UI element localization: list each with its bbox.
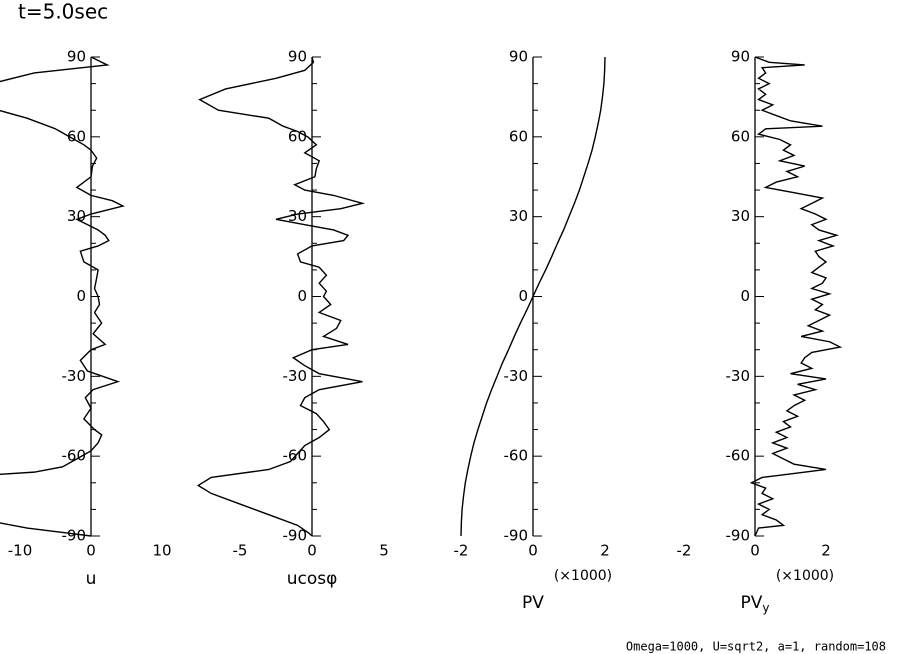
y-tick-label: 90 [67, 48, 86, 66]
y-tick-label: -60 [504, 447, 529, 465]
y-tick-label: 30 [67, 207, 86, 225]
panel: -90 -60 -30 0 30 60 90 -5 0 5 ucosφ [196, 48, 389, 589]
y-tick-label: 30 [288, 207, 307, 225]
data-line [749, 56, 843, 537]
y-tick-label: 60 [67, 127, 86, 145]
x-tick-label: -2 [677, 542, 692, 560]
figure-note: Omega=1000, U=sqrt2, a=1, random=108 [626, 640, 886, 654]
y-tick-label: -90 [62, 527, 87, 545]
x-axis-label-text: PV [522, 593, 544, 613]
x-scale-label: (×1000) [554, 568, 612, 584]
y-tick-label: 0 [518, 287, 528, 305]
x-axis-label: PVy [741, 593, 770, 615]
x-axis-label-text: PV [741, 593, 763, 613]
x-axis-label-subscript: y [762, 601, 769, 615]
y-tick-label: 90 [731, 48, 750, 66]
x-tick-label: -2 [454, 542, 469, 560]
figure-title: t=5.0sec [18, 0, 108, 24]
y-tick-label: -90 [283, 527, 308, 545]
x-tick-label: 2 [600, 542, 610, 560]
y-tick-label: 60 [509, 127, 528, 145]
y-tick-label: 0 [76, 287, 86, 305]
y-tick-label: -90 [726, 527, 751, 545]
x-axis-label: ucosφ [287, 569, 338, 589]
y-tick-label: 30 [509, 207, 528, 225]
y-tick-label: -60 [62, 447, 87, 465]
x-axis-label-text: u [86, 569, 97, 589]
y-tick-label: -60 [283, 447, 308, 465]
y-tick-label: 90 [509, 48, 528, 66]
y-tick-label: -30 [62, 367, 87, 385]
x-tick-label: 0 [86, 542, 96, 560]
x-tick-label: 2 [821, 542, 831, 560]
panel: -90 -60 -30 0 30 60 90 -10 0 10 u [0, 48, 172, 589]
x-tick-label: 0 [528, 542, 538, 560]
y-tick-label: 90 [288, 48, 307, 66]
x-axis-label-text: ucosφ [287, 569, 338, 589]
y-tick-label: 0 [297, 287, 307, 305]
y-tick-label: 60 [731, 127, 750, 145]
panel: -90 -60 -30 0 30 60 90 -2 0 2 (×1000) PV [454, 48, 613, 614]
y-tick-label: 0 [740, 287, 750, 305]
x-tick-label: 0 [750, 542, 760, 560]
x-tick-label: -5 [233, 542, 248, 560]
panel: -90 -60 -30 0 30 60 90 -2 0 2 (×1000) PVy [677, 48, 843, 615]
x-tick-label: -10 [8, 542, 33, 560]
y-tick-label: 60 [288, 127, 307, 145]
x-scale-label: (×1000) [776, 568, 834, 584]
y-tick-label: -90 [504, 527, 529, 545]
y-tick-label: -30 [504, 367, 529, 385]
x-axis-label: u [86, 569, 97, 589]
y-tick-label: -30 [726, 367, 751, 385]
y-tick-label: 30 [731, 207, 750, 225]
data-line [0, 56, 125, 537]
x-tick-label: 0 [307, 542, 317, 560]
data-line [196, 56, 366, 537]
y-tick-label: -60 [726, 447, 751, 465]
x-axis-label: PV [522, 593, 544, 613]
x-tick-label: 10 [152, 542, 171, 560]
x-tick-label: 5 [379, 542, 389, 560]
y-tick-label: -30 [283, 367, 308, 385]
